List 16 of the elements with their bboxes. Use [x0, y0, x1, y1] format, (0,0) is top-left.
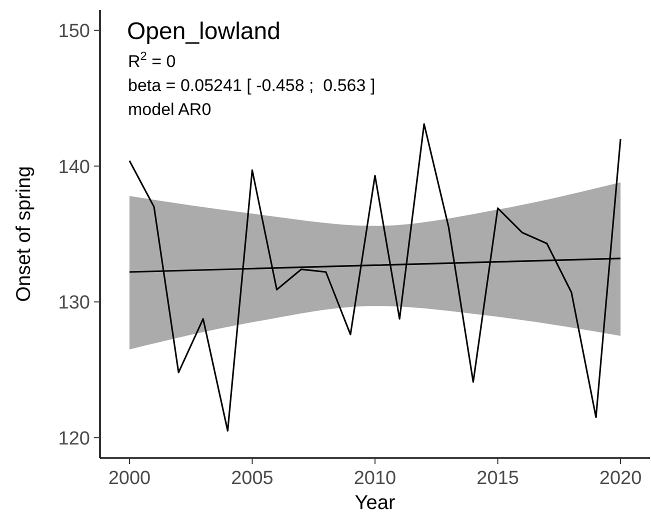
y-tick-label: 150	[58, 21, 90, 42]
y-axis-title: Onset of spring	[13, 166, 35, 302]
line-series	[128, 123, 622, 432]
y-tick-label: 140	[58, 156, 90, 178]
x-tick-label: 2005	[231, 468, 274, 489]
x-tick-label: 2000	[108, 468, 151, 489]
annotation: R$^{2}$ = 0	[128, 49, 176, 71]
y-tick-label: 120	[58, 428, 90, 450]
x-tick-label: 2010	[354, 468, 396, 489]
y-tick-label: 130	[58, 292, 90, 314]
annotation: model AR0	[128, 100, 212, 119]
annotation: beta = 0.05241 [ -0.458 ; 0.563 ]	[128, 76, 376, 95]
x-tick-label: 2020	[599, 468, 642, 489]
x-tick-label: 2015	[476, 468, 519, 489]
x-axis-title: Year	[354, 492, 396, 514]
chart-title: Open_lowland	[127, 18, 280, 45]
